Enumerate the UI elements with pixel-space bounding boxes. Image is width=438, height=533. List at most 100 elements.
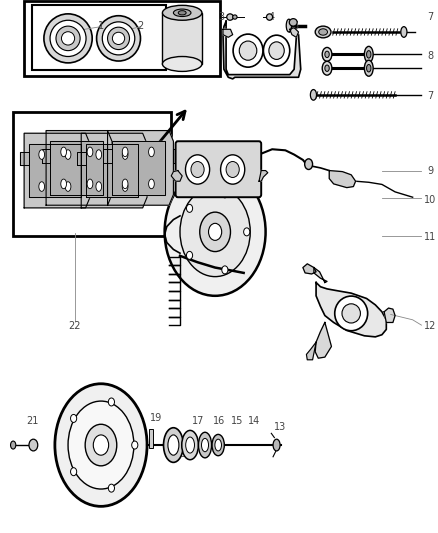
Ellipse shape <box>289 19 297 26</box>
Ellipse shape <box>56 26 80 51</box>
Text: 6: 6 <box>320 28 326 38</box>
Ellipse shape <box>163 427 183 462</box>
Polygon shape <box>223 21 300 79</box>
Ellipse shape <box>268 42 284 60</box>
Ellipse shape <box>226 161 239 177</box>
Polygon shape <box>103 149 112 163</box>
Text: 16: 16 <box>213 416 225 426</box>
Ellipse shape <box>87 147 93 157</box>
Text: 19: 19 <box>149 414 162 423</box>
Polygon shape <box>313 268 326 282</box>
Ellipse shape <box>93 435 109 455</box>
Bar <box>24 1 219 76</box>
Text: 11: 11 <box>423 232 435 242</box>
Polygon shape <box>314 322 331 358</box>
Ellipse shape <box>55 384 147 506</box>
Ellipse shape <box>201 438 208 451</box>
Ellipse shape <box>102 22 134 55</box>
Ellipse shape <box>226 14 233 20</box>
Ellipse shape <box>198 432 211 458</box>
Text: 18: 18 <box>174 449 187 459</box>
Text: 5: 5 <box>291 21 297 30</box>
Ellipse shape <box>108 484 114 492</box>
Polygon shape <box>50 141 103 195</box>
Ellipse shape <box>60 147 67 157</box>
Ellipse shape <box>108 398 114 406</box>
Ellipse shape <box>366 64 370 72</box>
Polygon shape <box>81 133 147 208</box>
Ellipse shape <box>44 14 92 63</box>
Text: 17: 17 <box>192 416 204 426</box>
Ellipse shape <box>191 161 204 177</box>
Polygon shape <box>289 28 298 37</box>
Ellipse shape <box>181 431 198 459</box>
Text: 22: 22 <box>68 321 81 331</box>
Ellipse shape <box>164 168 265 296</box>
Ellipse shape <box>341 304 360 323</box>
Ellipse shape <box>71 415 77 423</box>
Ellipse shape <box>162 5 201 20</box>
Text: 20: 20 <box>102 414 115 423</box>
Text: 10: 10 <box>423 195 435 205</box>
Ellipse shape <box>185 437 194 453</box>
Ellipse shape <box>199 212 230 252</box>
Ellipse shape <box>186 204 192 212</box>
Ellipse shape <box>167 435 179 455</box>
Text: 14: 14 <box>247 416 259 426</box>
Polygon shape <box>302 264 315 274</box>
Polygon shape <box>42 149 50 163</box>
Ellipse shape <box>324 51 328 58</box>
Polygon shape <box>258 171 267 181</box>
Ellipse shape <box>321 61 331 75</box>
Polygon shape <box>24 133 90 208</box>
Ellipse shape <box>364 46 372 62</box>
Polygon shape <box>171 171 182 181</box>
Bar <box>162 13 201 64</box>
Ellipse shape <box>96 15 140 61</box>
Ellipse shape <box>400 27 406 37</box>
Ellipse shape <box>96 182 102 191</box>
Text: 3: 3 <box>218 12 224 22</box>
Ellipse shape <box>107 27 129 50</box>
Polygon shape <box>223 29 232 37</box>
Ellipse shape <box>112 32 124 45</box>
Polygon shape <box>28 144 81 197</box>
Ellipse shape <box>39 150 45 159</box>
Ellipse shape <box>286 19 291 32</box>
Polygon shape <box>90 152 99 165</box>
Ellipse shape <box>364 60 372 76</box>
Ellipse shape <box>85 424 117 466</box>
Text: 13: 13 <box>273 423 286 432</box>
Text: 2: 2 <box>137 21 143 30</box>
Text: 8: 8 <box>426 51 432 61</box>
Ellipse shape <box>212 434 224 456</box>
Text: 12: 12 <box>423 321 435 331</box>
Ellipse shape <box>65 182 71 191</box>
Ellipse shape <box>162 56 201 71</box>
Ellipse shape <box>122 150 128 159</box>
Ellipse shape <box>29 439 38 451</box>
Polygon shape <box>107 131 173 205</box>
Ellipse shape <box>334 296 367 330</box>
Ellipse shape <box>180 187 250 277</box>
Ellipse shape <box>221 266 227 274</box>
Ellipse shape <box>220 155 244 184</box>
Ellipse shape <box>321 47 331 61</box>
Bar <box>149 429 152 448</box>
Ellipse shape <box>304 159 312 169</box>
Polygon shape <box>112 141 164 195</box>
Ellipse shape <box>87 179 93 189</box>
Ellipse shape <box>96 150 102 159</box>
Polygon shape <box>315 282 385 337</box>
Text: 1: 1 <box>98 21 104 30</box>
Polygon shape <box>306 342 315 360</box>
Polygon shape <box>173 149 182 163</box>
Text: 9: 9 <box>426 166 432 175</box>
Ellipse shape <box>186 252 192 260</box>
Polygon shape <box>20 152 28 165</box>
Ellipse shape <box>122 182 128 191</box>
Bar <box>32 5 166 70</box>
Ellipse shape <box>178 11 186 15</box>
Ellipse shape <box>71 467 77 475</box>
Ellipse shape <box>185 155 209 184</box>
